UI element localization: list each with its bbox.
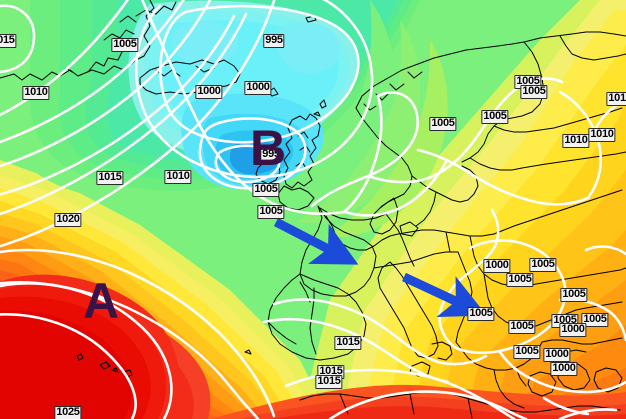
isobar-label: 1010 xyxy=(606,92,626,106)
isobar-label: 1005 xyxy=(529,258,557,272)
isobar-label: 1005 xyxy=(520,85,548,99)
isobar-label: 1000 xyxy=(559,323,587,337)
isobar-label: 1015 xyxy=(96,171,124,185)
isobar-label: 1010 xyxy=(164,170,192,184)
isobar-label: 1005 xyxy=(429,117,457,131)
isobar-label: 1000 xyxy=(483,259,511,273)
isobar-label: 995 xyxy=(260,148,282,162)
isobar-label: 1010 xyxy=(562,134,590,148)
pressure-center-low: B xyxy=(249,120,287,176)
isobar-label: 1025 xyxy=(54,406,82,419)
isobar-label: 1010 xyxy=(588,128,616,142)
isobar-label: 1005 xyxy=(513,345,541,359)
isobar-label: 1000 xyxy=(543,348,571,362)
isobar-label: 1005 xyxy=(508,320,536,334)
isobar-label: 1005 xyxy=(252,183,280,197)
isobar-label: 1005 xyxy=(481,110,509,124)
isobar-label: 1010 xyxy=(22,86,50,100)
isobar-label: 1000 xyxy=(195,85,223,99)
isobar-label: 1015 xyxy=(0,34,17,48)
isobar-label: 1000 xyxy=(244,81,272,95)
isobar-label: 1005 xyxy=(467,307,495,321)
isobar-label: 1015 xyxy=(334,336,362,350)
isobar-label: 1005 xyxy=(257,205,285,219)
isobar-label: 1020 xyxy=(54,213,82,227)
isobar-label: 1000 xyxy=(550,362,578,376)
arrow-english-channel xyxy=(273,218,359,265)
isobar-label: 1005 xyxy=(111,38,139,52)
pressure-center-high: A xyxy=(82,273,120,329)
isobar-label: 995 xyxy=(263,34,285,48)
isobar-label: 1005 xyxy=(560,288,588,302)
arrow-alps xyxy=(402,272,487,318)
isobar-label: 1015 xyxy=(315,375,343,389)
isobar-label: 1005 xyxy=(581,313,609,327)
isobar-label: 1005 xyxy=(506,273,534,287)
